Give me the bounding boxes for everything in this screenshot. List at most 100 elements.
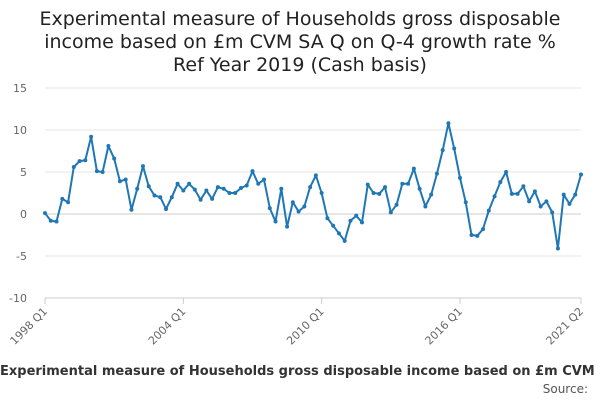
data-point [244, 183, 249, 188]
data-point [302, 204, 307, 209]
data-point [406, 181, 411, 186]
data-point [336, 231, 341, 236]
data-point [532, 189, 537, 194]
data-point [469, 233, 474, 237]
data-point [429, 192, 434, 197]
data-point [331, 223, 336, 228]
data-point [509, 191, 514, 196]
data-point [463, 200, 468, 205]
data-point [181, 188, 186, 193]
x-axis: 1998 Q1 2004 Q1 2010 Q1 2016 Q1 2021 Q2 [8, 297, 587, 348]
data-point [71, 164, 76, 169]
data-point [215, 185, 220, 190]
data-point [164, 206, 169, 211]
data-point [112, 156, 117, 161]
data-point [521, 184, 526, 189]
data-point [169, 195, 174, 200]
data-point [198, 197, 203, 202]
data-point [377, 191, 382, 196]
data-point [221, 186, 226, 191]
data-point [492, 194, 497, 199]
data-point [146, 184, 151, 189]
data-point [187, 181, 192, 186]
data-point [152, 193, 157, 198]
data-point [106, 143, 111, 148]
data-point [567, 201, 572, 206]
data-point [192, 187, 197, 192]
data-point [100, 170, 105, 174]
data-point [210, 196, 215, 201]
data-point [308, 185, 313, 190]
data-point [452, 146, 457, 151]
data-point [383, 185, 388, 190]
y-tick-label-5: 15 [13, 82, 27, 95]
data-point [290, 200, 295, 205]
data-point [359, 220, 364, 225]
data-point [544, 199, 549, 204]
data-point [48, 218, 53, 223]
data-point [388, 210, 393, 215]
data-point [394, 202, 399, 207]
data-point [94, 169, 99, 174]
data-point [66, 200, 71, 205]
data-point [354, 213, 359, 218]
x-tick-label-3: 2016 Q1 [423, 305, 466, 348]
data-point [325, 216, 330, 221]
y-tick-label-1: -5 [16, 250, 27, 263]
y-tick-label-2: 0 [20, 208, 27, 221]
data-point [273, 219, 278, 224]
y-tick-label-4: 10 [13, 124, 27, 137]
data-point [573, 192, 578, 197]
data-point [400, 181, 405, 186]
data-point [83, 158, 88, 163]
series-group [43, 121, 583, 251]
data-point [371, 191, 376, 195]
data-point [486, 208, 491, 213]
data-point [117, 179, 122, 184]
data-point [135, 186, 140, 191]
x-tick-label-2: 2010 Q1 [284, 305, 327, 348]
data-point [504, 170, 509, 174]
y-axis-ticks: -10 -5 0 5 10 15 [9, 82, 27, 305]
legend-label: Experimental measure of Households gross… [0, 364, 600, 379]
data-point [250, 169, 255, 174]
data-point [475, 233, 480, 238]
data-point [313, 173, 318, 178]
data-point [527, 199, 532, 204]
data-point [446, 121, 451, 126]
y-tick-label-3: 5 [20, 166, 27, 179]
data-point [262, 177, 267, 182]
grid-lines [45, 87, 581, 299]
data-point [233, 191, 238, 195]
y-tick-label-0: -10 [9, 292, 27, 305]
data-point [411, 166, 416, 171]
data-point [43, 211, 47, 216]
data-point [555, 246, 560, 251]
data-point [140, 164, 145, 169]
data-point [550, 210, 555, 215]
x-tick-label-1: 2004 Q1 [146, 305, 189, 348]
data-point [285, 224, 290, 229]
data-point [342, 238, 347, 243]
data-point [256, 181, 261, 186]
data-point [238, 185, 243, 190]
x-tick-label-0: 1998 Q1 [8, 305, 51, 348]
data-point [204, 188, 209, 193]
data-point [77, 159, 82, 164]
data-point [348, 218, 353, 223]
x-tick-label-4: 2021 Q2 [544, 305, 587, 348]
chart-title: Experimental measure of Households gross… [39, 8, 561, 76]
data-point [279, 186, 284, 191]
data-point [498, 180, 503, 185]
data-point [481, 227, 486, 232]
data-point [538, 204, 543, 209]
data-point [579, 172, 583, 177]
data-point [561, 192, 566, 197]
data-point [365, 182, 370, 187]
data-point [417, 186, 422, 191]
source-label: Source: [542, 382, 588, 396]
data-point [54, 219, 59, 224]
data-point [319, 191, 324, 195]
data-point [515, 191, 520, 196]
